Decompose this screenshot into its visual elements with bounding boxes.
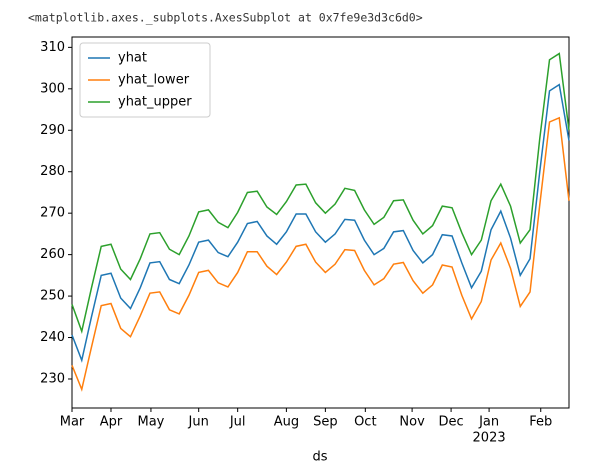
legend-label: yhat_lower (118, 73, 190, 88)
x-tick-label: Jan (478, 415, 499, 430)
x-tick-label: Jun (188, 415, 209, 430)
x-tick-label: Jul (229, 415, 246, 430)
y-tick-label: 300 (40, 81, 65, 96)
x-tick-label: Dec (439, 415, 464, 430)
x-tick-label: Aug (274, 415, 299, 430)
x-tick-label: Oct (354, 415, 376, 430)
legend-box (79, 42, 211, 118)
x-tick-label: Apr (100, 415, 123, 430)
y-tick-label: 250 (40, 289, 65, 304)
y-tick-label: 260 (40, 247, 65, 262)
legend-label: yhat (118, 51, 147, 66)
y-tick-label: 240 (40, 330, 65, 345)
x-tick-label: Mar (60, 415, 85, 430)
series-line (71, 52, 570, 334)
legend-label: yhat_upper (118, 95, 192, 110)
y-tick-label: 230 (40, 371, 65, 386)
y-tick-label: 270 (40, 206, 65, 221)
y-tick-label: 290 (40, 123, 65, 138)
y-tick-label: 280 (40, 164, 65, 179)
x-tick-label: Feb (529, 415, 552, 430)
output-header: <matplotlib.axes._subplots.AxesSubplot a… (28, 11, 423, 25)
x-tick-label: May (137, 415, 164, 430)
x-year-label: 2023 (473, 431, 506, 446)
x-tick-label: Sep (313, 415, 338, 430)
series-line (71, 116, 570, 392)
plot-frame (71, 36, 570, 409)
x-tick-label: Nov (399, 415, 425, 430)
x-axis-label: ds (312, 450, 327, 465)
series-line (71, 83, 570, 363)
y-tick-label: 310 (40, 40, 65, 55)
